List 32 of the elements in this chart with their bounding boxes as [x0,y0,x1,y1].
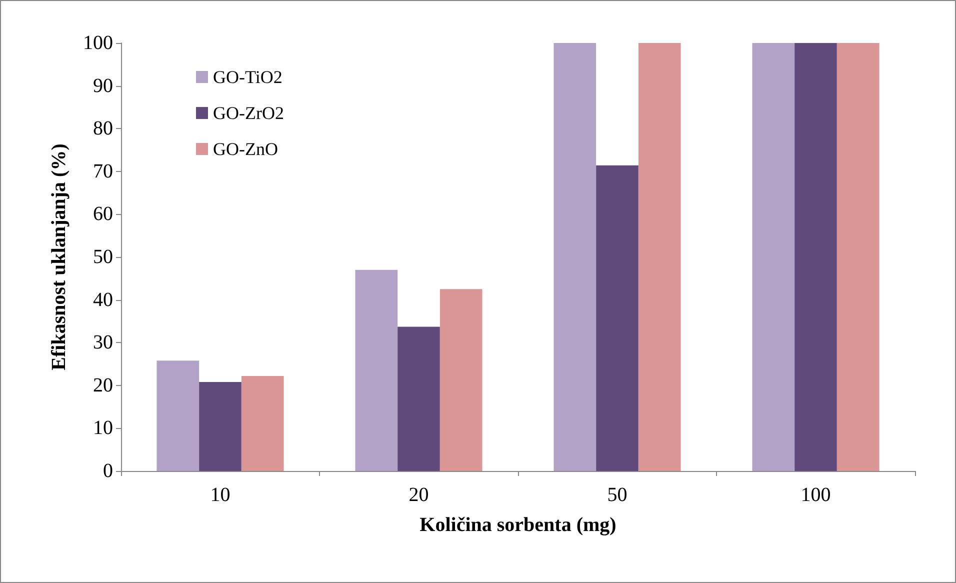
bar [638,43,681,471]
y-tick-label: 20 [93,374,113,396]
y-tick-label: 60 [93,203,113,226]
y-tick-label: 0 [103,460,113,482]
bar [156,360,200,471]
y-tick-label: 30 [93,332,113,354]
legend-label: GO-TiO2 [213,67,282,87]
bar [199,382,242,471]
y-axis-title: Efikasnost uklanjanja (%) [48,144,70,370]
bar [398,326,440,471]
x-axis-title: Količina sorbenta (mg) [420,514,616,536]
y-tick-label: 70 [93,160,113,182]
y-tick-label: 100 [83,32,113,54]
x-tick-label: 50 [607,484,628,506]
bar [596,165,638,471]
y-tick-label: 80 [93,118,113,140]
bar [554,43,596,471]
legend-label: GO-ZrO2 [213,103,284,123]
bar [794,43,837,471]
y-tick-label: 10 [93,417,113,440]
bar [836,43,880,471]
bar [355,270,398,471]
bar [241,376,284,471]
y-tick-label: 90 [93,74,113,97]
x-tick-label: 20 [408,484,429,506]
x-tick-label: 100 [800,484,831,506]
bar [752,43,795,471]
legend-label: GO-ZnO [213,139,278,159]
bar [440,289,482,471]
y-tick-label: 40 [93,288,113,311]
x-tick-label: 10 [210,484,230,506]
y-tick-label: 50 [93,246,113,268]
